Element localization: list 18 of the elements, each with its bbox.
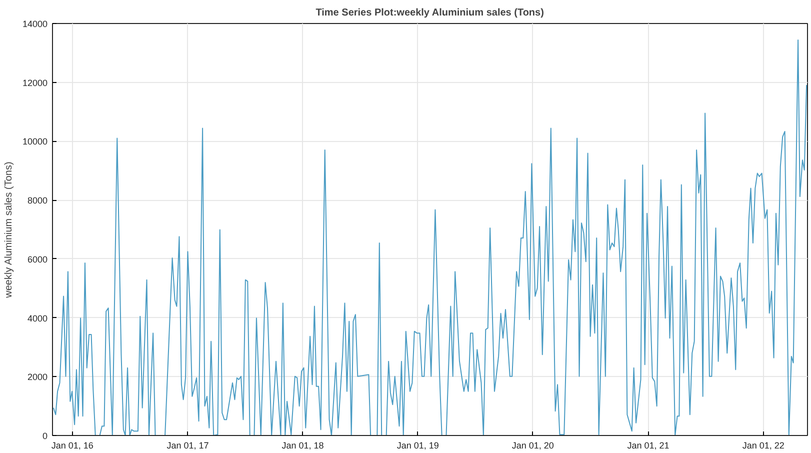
x-tick-label: Jan 01, 17 (166, 440, 209, 450)
y-tick-label: 4000 (27, 313, 48, 324)
x-tick-label: Jan 01, 20 (512, 440, 554, 450)
y-tick-label: 6000 (27, 254, 48, 264)
y-tick-label: 0 (42, 431, 48, 441)
line-series (52, 39, 808, 436)
x-tick-label: Jan 01, 19 (396, 440, 439, 450)
y-tick-label: 10000 (22, 136, 48, 147)
x-tick-label: Jan 01, 22 (742, 440, 784, 450)
x-tick-label: Jan 01, 21 (627, 440, 670, 450)
x-tick-label: Jan 01, 16 (51, 440, 94, 450)
y-tick-label: 8000 (27, 196, 48, 206)
y-tick-label: 2000 (27, 372, 48, 382)
chart-title: Time Series Plot:weekly Aluminium sales (Tons) (316, 8, 544, 18)
x-tick-label: Jan 01, 18 (282, 440, 324, 450)
y-tick-label: 12000 (22, 78, 48, 88)
y-axis-title: weekly Aluminium sales (Tons) (3, 162, 14, 299)
y-tick-label: 14000 (22, 19, 48, 29)
